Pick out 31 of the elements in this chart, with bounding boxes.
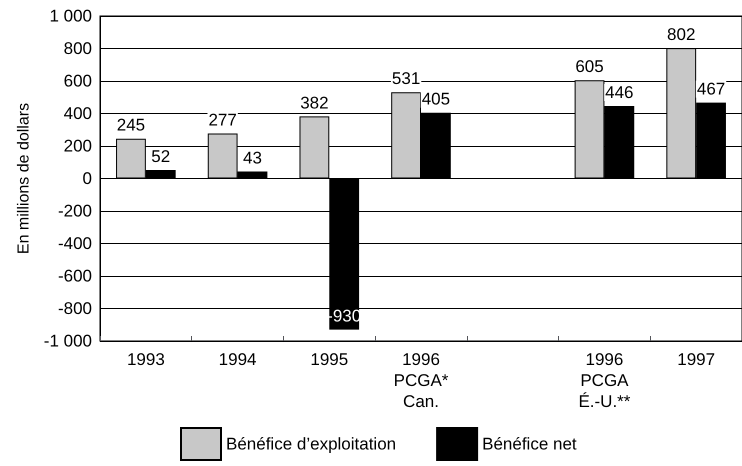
data-label: 382 — [300, 93, 329, 112]
data-label: 52 — [151, 147, 170, 166]
x-tick-label: 1994 — [218, 350, 256, 369]
data-label: 43 — [243, 148, 262, 168]
y-tick-label: 600 — [64, 72, 92, 90]
y-tick-label: -400 — [58, 234, 92, 253]
x-tick-label: 1996 PCGA* Can. — [394, 350, 449, 411]
y-tick-label: 400 — [64, 104, 92, 123]
data-label: 245 — [116, 116, 146, 135]
data-label: 531 — [392, 69, 420, 88]
y-axis-title: En millions de dollars — [16, 102, 32, 254]
y-tick-label: -600 — [58, 266, 92, 286]
x-tick-label: 1997 — [677, 350, 716, 369]
y-tick-label: -800 — [58, 299, 92, 318]
y-tick-label: 200 — [64, 136, 92, 156]
x-tick-label: 1993 — [126, 350, 165, 369]
x-tick-label: 1995 — [310, 350, 348, 369]
x-tick-label: 1996 PCGA É.-U.** — [578, 350, 631, 411]
legend-label: Bénéfice d’exploitation — [226, 434, 396, 454]
legend-label: Bénéfice net — [482, 434, 577, 454]
y-tick-label: -200 — [58, 202, 92, 220]
data-label: 446 — [605, 83, 634, 102]
y-tick-label: 800 — [64, 39, 92, 58]
data-label: 405 — [422, 90, 450, 109]
data-label: 802 — [667, 25, 696, 44]
y-tick-label: 0 — [82, 169, 92, 188]
y-tick-label: -1 000 — [44, 332, 92, 350]
y-tick-label: 1 000 — [49, 6, 92, 26]
data-label: 605 — [575, 57, 604, 76]
data-label: 277 — [208, 110, 237, 130]
data-label: 467 — [696, 80, 726, 99]
